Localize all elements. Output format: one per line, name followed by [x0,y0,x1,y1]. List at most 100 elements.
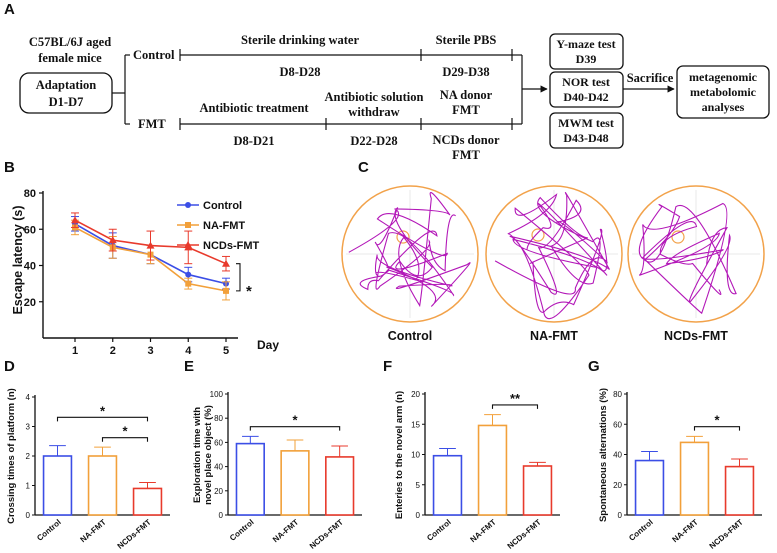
e-chart: 0 20 40 60 80 100 Control NA-FMT NCDs-FMT * [210,390,362,551]
antibiotic-label: Antibiotic treatment [199,101,309,115]
fmt-label: FMT [138,117,166,131]
d-ytick-label: 2 [26,452,31,461]
d-bar-na [87,455,118,516]
b-point-ncds [71,216,79,224]
d-ytick-label: 3 [26,423,31,432]
na-donor-label-line1: NA donor [440,88,493,102]
b-legend-marker [185,222,191,228]
b-xtick-label: 3 [147,345,153,357]
b-ytick-label: 80 [24,188,36,200]
b-ytick-label: 60 [24,224,36,236]
b-legend-label: NCDs-FMT [203,240,259,252]
sacrifice-label: Sacrifice [627,71,674,85]
g-significance-bracket [693,426,741,431]
e-ytick-label: 60 [214,438,223,447]
analyses-line1: metagenomic [689,70,758,84]
panel-c-swim-tracks: C Control NA-FMT NCDs-FMT [341,159,765,343]
d-bar-control [42,455,73,516]
b-xtick-label: 4 [185,345,192,357]
b-xtick-label: 2 [110,345,116,357]
f-bar-control [432,454,463,516]
d-xtick-label: Control [35,518,63,543]
d-ytick-label: 0 [26,511,31,520]
swim-track-ncds [638,202,737,315]
f-ytick-label: 20 [411,390,420,399]
f-significance-bracket [491,404,539,409]
panel-label-d: D [4,358,15,375]
nor-days: D40-D42 [563,90,608,104]
f-bar-ncds [522,465,553,516]
b-significance-bracket [236,263,241,292]
b-point-ncds [222,259,230,267]
e-significance-bracket [249,426,341,431]
panel-d: D Crossing times of platform (n) 0 1 2 3 4 Co… [4,358,170,551]
b-legend-label: Control [203,200,242,212]
track-title-na: NA-FMT [530,329,578,343]
f-bar-na [477,424,508,516]
f-xtick-label: NCDs-FMT [506,518,543,551]
b-legend-marker [184,241,192,248]
analyses-line3: analyses [702,100,745,114]
platform-control [396,230,410,244]
e-ylabel-line2: novel place object (%) [203,405,214,505]
swim-track-na [494,192,610,320]
platform-na [531,228,545,242]
f-ytick-label: 15 [411,420,420,429]
g-xtick-label: Control [627,518,655,543]
d-significance-bracket [56,416,149,422]
f-chart: 0 5 10 15 20 Control NA-FMT NCDs-FMT ** [411,390,560,551]
b-axes: 20 40 60 80 1 2 3 4 5 [24,188,238,357]
ncds-donor-label-line1: NCDs donor [432,133,499,147]
sterile-water-label: Sterile drinking water [241,33,359,47]
withdraw-label-line1: Antibiotic solution [325,90,424,104]
adaptation-label: Adaptation [36,78,96,92]
g-significance-label: * [714,413,720,428]
e-bar-ncds [325,456,355,516]
b-ylabel: Escape latency (s) [11,205,25,314]
g-ytick-label: 20 [613,481,622,490]
mwm-box [549,112,624,149]
d-bar-ncds [132,487,163,516]
g-ytick-label: 60 [613,420,622,429]
b-ytick-label: 20 [24,297,36,309]
sterile-pbs-label: Sterile PBS [436,33,497,47]
f-xtick-label: Control [425,518,453,543]
b-legend-label: NA-FMT [203,220,245,232]
d-ylabel: Crossing times of platform (n) [6,388,17,524]
swim-track-control [348,192,471,308]
analyses-line2: metabolomic [690,85,757,99]
g-xtick-label: NA-FMT [671,518,700,545]
b-point-control [185,271,192,278]
panel-label-g: G [588,358,600,375]
g-ytick-label: 0 [618,511,623,520]
control-label: Control [133,48,175,62]
g-xtick-label: NCDs-FMT [708,518,745,551]
ymaze-day: D39 [576,52,597,66]
panel-e: E Exploration time with novel place obje… [184,358,362,551]
b-point-na [185,280,192,287]
f-ylabel: Enteries to the novel arm (n) [394,391,405,519]
analyses-box [676,65,770,119]
g-ylabel: Spontaneous alternations (%) [598,388,609,522]
b-legend: Control NA-FMT NCDs-FMT [177,200,259,252]
d-significance-label: * [100,403,106,418]
mice-label-line2: female mice [38,51,102,65]
panel-b-escape-latency: B Escape latency (s) Day 20 40 60 80 1 2 3 4 5 C… [4,159,279,357]
d-ytick-label: 4 [26,393,31,402]
panel-label-e: E [184,358,194,375]
track-title-ncds: NCDs-FMT [664,329,728,343]
panel-label-a: A [4,1,15,18]
track-title-control: Control [388,329,432,343]
e-bar-na [280,450,310,516]
f-xtick-label: NA-FMT [469,518,498,545]
adaptation-days: D1-D7 [49,95,84,109]
e-ytick-label: 40 [214,463,223,472]
g-bar-control [634,459,665,516]
d-xtick-label: NA-FMT [79,518,108,545]
f-significance-label: ** [510,391,521,406]
panel-g: G Spontaneous alternations (%) 0 20 40 60 80… [588,358,762,551]
panel-label-f: F [383,358,392,375]
e-ytick-label: 80 [214,414,223,423]
g-bar-na [679,441,710,516]
